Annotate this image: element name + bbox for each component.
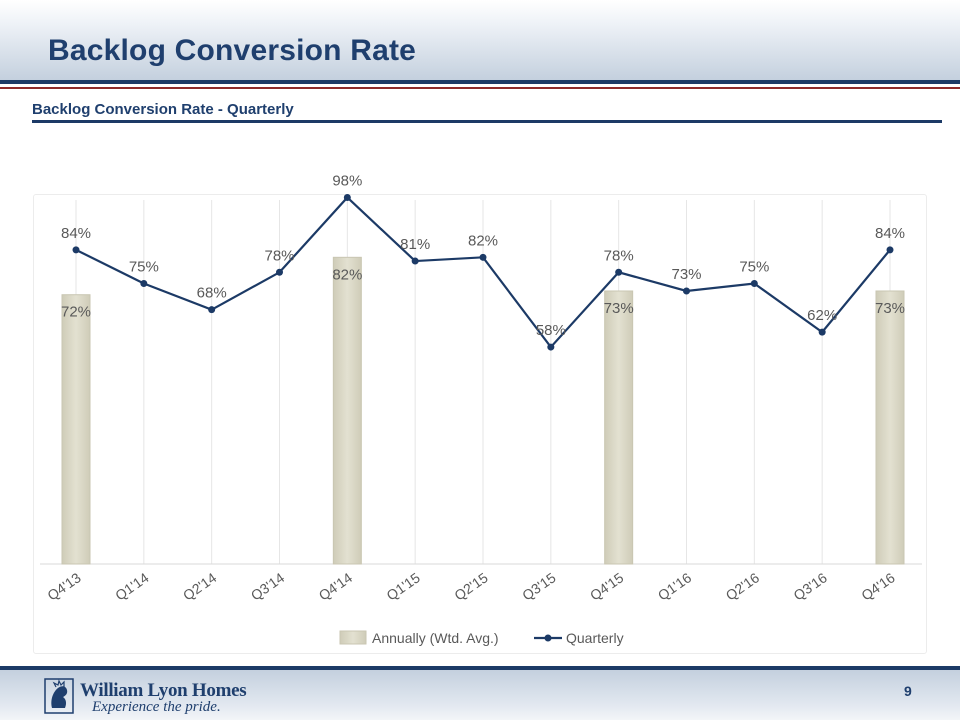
bar-label-4: 82% bbox=[332, 266, 362, 283]
x-tick-label: Q2'16 bbox=[723, 569, 763, 603]
x-tick-label: Q1'16 bbox=[655, 569, 695, 603]
footer-rule bbox=[0, 666, 960, 670]
x-tick-label: Q4'15 bbox=[587, 569, 627, 603]
page-number: 9 bbox=[904, 683, 912, 699]
bar-annual-8 bbox=[604, 290, 634, 565]
quarterly-point-7 bbox=[547, 343, 555, 351]
x-tick-label: Q4'16 bbox=[858, 569, 898, 603]
quarterly-label-3: 78% bbox=[264, 247, 294, 264]
quarterly-label-0: 84% bbox=[61, 225, 91, 242]
quarterly-point-12 bbox=[886, 246, 894, 254]
company-tagline: Experience the pride. bbox=[92, 699, 221, 715]
chart-frame bbox=[33, 194, 927, 654]
quarterly-label-5: 81% bbox=[400, 236, 430, 253]
quarterly-label-8: 78% bbox=[604, 247, 634, 264]
quarterly-point-8 bbox=[615, 268, 623, 276]
chart-subtitle: Backlog Conversion Rate - Quarterly bbox=[32, 101, 294, 118]
header-accent-rule bbox=[0, 87, 960, 89]
x-tick-label: Q3'14 bbox=[248, 569, 288, 603]
x-tick-label: Q2'14 bbox=[180, 569, 220, 603]
company-name: William Lyon Homes bbox=[80, 680, 247, 701]
quarterly-label-11: 62% bbox=[807, 307, 837, 324]
quarterly-point-11 bbox=[818, 328, 826, 336]
quarterly-label-6: 82% bbox=[468, 232, 498, 249]
header-band bbox=[0, 0, 960, 80]
bar-annual-12 bbox=[875, 290, 905, 565]
quarterly-point-0 bbox=[72, 246, 80, 254]
legend-line-marker bbox=[544, 634, 552, 642]
legend-label-annual: Annually (Wtd. Avg.) bbox=[372, 630, 499, 646]
quarterly-label-4: 98% bbox=[332, 172, 362, 189]
quarterly-label-9: 73% bbox=[671, 266, 701, 283]
x-tick-label: Q3'16 bbox=[790, 569, 830, 603]
footer-band bbox=[0, 670, 960, 720]
x-tick-label: Q4'13 bbox=[44, 569, 84, 603]
quarterly-label-12: 84% bbox=[875, 225, 905, 242]
quarterly-point-1 bbox=[140, 280, 148, 287]
quarterly-point-9 bbox=[683, 287, 690, 295]
quarterly-point-10 bbox=[750, 280, 758, 287]
bar-label-0: 72% bbox=[61, 304, 91, 321]
quarterly-point-3 bbox=[276, 268, 283, 276]
legend-label-quarterly: Quarterly bbox=[566, 630, 624, 646]
quarterly-point-5 bbox=[411, 257, 419, 265]
subtitle-rule bbox=[32, 120, 942, 123]
bar-label-12: 73% bbox=[875, 300, 905, 317]
lion-logo-icon bbox=[44, 678, 74, 714]
quarterly-point-2 bbox=[208, 306, 216, 314]
bar-annual-0 bbox=[61, 294, 91, 565]
legend-bar-swatch bbox=[339, 630, 367, 645]
quarterly-label-1: 75% bbox=[129, 259, 159, 276]
header-rule bbox=[0, 80, 960, 84]
quarterly-label-10: 75% bbox=[739, 259, 769, 276]
quarterly-label-7: 58% bbox=[536, 322, 566, 339]
x-tick-label: Q3'15 bbox=[519, 569, 559, 603]
page-title: Backlog Conversion Rate bbox=[48, 34, 417, 67]
x-tick-label: Q2'15 bbox=[451, 569, 491, 603]
quarterly-label-2: 68% bbox=[197, 285, 227, 302]
quarterly-point-6 bbox=[479, 253, 487, 261]
bar-annual-4 bbox=[332, 256, 362, 565]
x-tick-label: Q1'14 bbox=[112, 569, 152, 603]
x-tick-label: Q1'15 bbox=[383, 569, 423, 603]
x-tick-label: Q4'14 bbox=[316, 569, 356, 603]
quarterly-point-4 bbox=[343, 193, 351, 201]
bar-label-8: 73% bbox=[604, 300, 634, 317]
